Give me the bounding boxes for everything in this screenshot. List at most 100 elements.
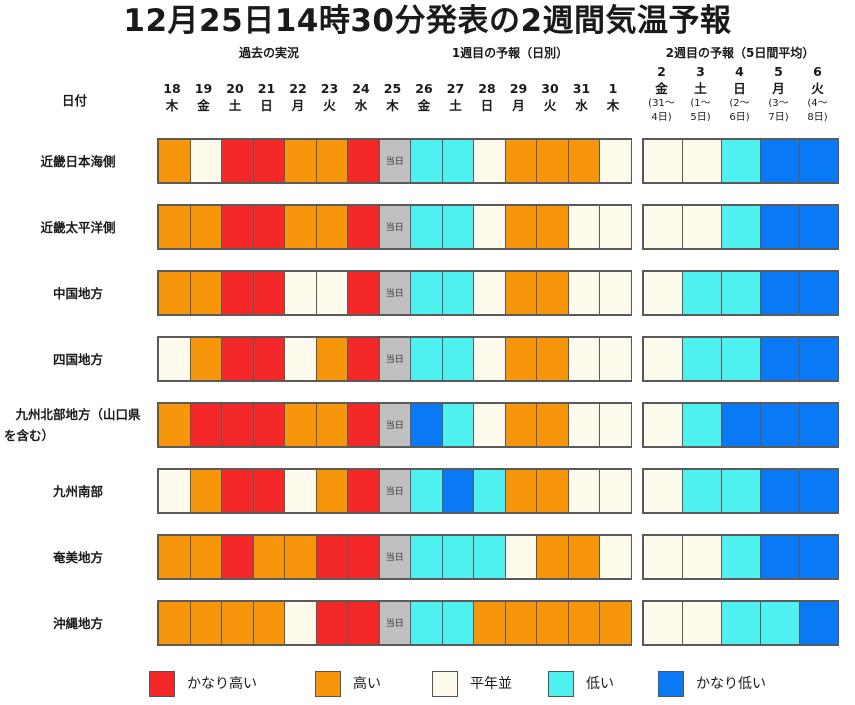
day-header-weekday: 月 [512,98,525,113]
day-header-date: 24 [352,81,370,96]
today-cell: 当日 [378,205,411,249]
heat-cell [473,403,506,447]
region-label: 近畿太平洋側 [4,217,152,238]
legend-label-very-high: かなり高い [187,676,257,692]
heat-cell [441,337,474,381]
day-header-date: 19 [194,81,213,96]
heat-cell [315,469,348,513]
heat-cell [799,337,839,381]
heat-cell [252,469,285,513]
day-header-weekday: 木 [606,98,620,113]
date-header-label: 日付 [62,93,88,108]
heat-cell [221,535,254,579]
heat-cell [284,205,317,249]
week-header-range-start: (2～ [729,98,750,109]
heat-cell [721,271,761,315]
heat-cell [221,337,254,381]
heat-cell [221,469,254,513]
heat-cell [252,403,285,447]
day-header-date: 21 [257,81,276,96]
heat-cell [252,535,285,579]
week-header-range-start: (1～ [690,98,711,109]
region-name: 近畿日本海側 [40,153,116,169]
heat-cell [504,271,537,315]
day-header-22: 22 月 [283,80,313,114]
legend-label-high: 高い [353,676,381,692]
day-header-30: 30 火 [535,80,565,114]
heat-cell [221,601,254,645]
heat-cell [760,139,800,183]
heat-cell [643,535,683,579]
region-label: 中国地方 [4,283,152,304]
heat-cell [599,469,632,513]
week-header-date: 4 [735,64,744,79]
heat-cell [536,271,569,315]
today-cell: 当日 [378,469,411,513]
day-header-weekday: 金 [197,98,210,113]
heat-cell [347,139,380,183]
heat-cell [315,271,348,315]
heat-cell [799,469,839,513]
day-header-weekday: 火 [323,98,336,113]
week-header-range-end: 7日) [768,112,789,123]
heat-cell [221,205,254,249]
heat-cell [189,139,222,183]
heat-cell [252,205,285,249]
today-cell: 当日 [378,535,411,579]
day-header-date: 26 [415,81,433,96]
heat-cell [315,205,348,249]
heat-cell [315,403,348,447]
heat-cell [158,601,191,645]
region-name: 九州北部地方（山口県 [15,407,141,422]
today-cell: 当日 [378,601,411,645]
legend-swatch-normal [432,671,458,697]
heat-cell [221,271,254,315]
day-header-weekday: 火 [543,98,557,113]
region-name: 沖縄地方 [52,615,103,631]
day-header-date: 25 [383,81,402,96]
heat-cell [158,271,191,315]
heat-cell [473,535,506,579]
day-header-19: 19 金 [189,80,219,114]
heat-cell [347,535,380,579]
heat-cell [441,205,474,249]
heat-cell [315,139,348,183]
heat-cell [721,205,761,249]
heat-cell [567,337,600,381]
day-header-date: 20 [226,81,244,96]
day-header-weekday: 水 [575,98,588,113]
day-header-29: 29 月 [504,80,534,114]
heat-cell [682,469,722,513]
heat-cell [410,403,443,447]
week-header-3: 3 土 (1～ 5日) [682,63,719,125]
heat-cell [536,403,569,447]
region-label: 九州北部地方（山口県 を含む） [4,404,152,446]
heat-cell [599,337,632,381]
heat-cell [315,535,348,579]
heat-cell [567,205,600,249]
heat-cell [799,271,839,315]
heat-cell [315,601,348,645]
heat-cell [252,139,285,183]
heat-cell [347,205,380,249]
heat-cell [473,139,506,183]
day-header-18: 18 木 [157,80,187,114]
day-header-date: 28 [478,81,496,96]
heat-cell [347,403,380,447]
heat-cell [721,535,761,579]
heat-cell [643,403,683,447]
heat-cell [567,271,600,315]
week-header-2: 2 金 (31～ 4日) [643,63,680,125]
heat-cell [221,139,254,183]
region-label: 四国地方 [4,349,152,370]
day-header-weekday: 日 [260,98,273,113]
heat-cell [347,469,380,513]
week-header-date: 5 [774,64,783,79]
heat-cell [643,601,683,645]
day-header-date: 27 [446,81,465,96]
legend-swatch-low [548,671,574,697]
legend-swatch-very-high [149,671,175,697]
heat-cell [410,271,443,315]
week-header-5: 5 月 (3～ 7日) [760,63,797,125]
day-header-weekday: 土 [449,98,462,113]
